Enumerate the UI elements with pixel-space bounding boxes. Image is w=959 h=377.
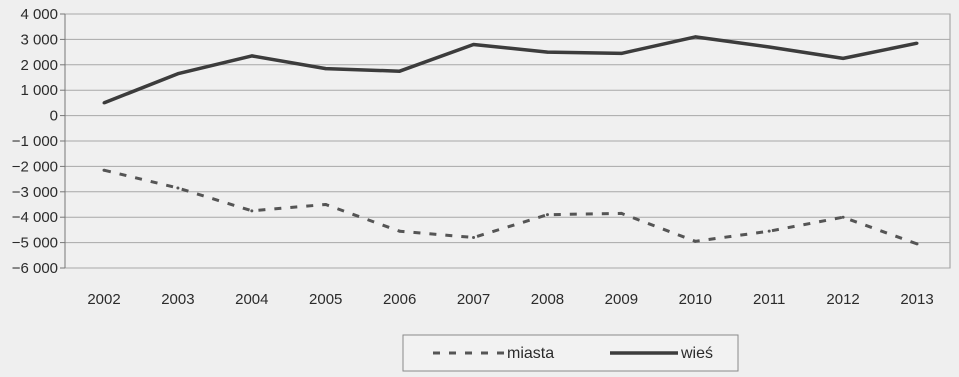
x-tick-label: 2004 (235, 291, 268, 308)
y-tick-label: 3 000 (20, 31, 58, 48)
x-tick-label: 2008 (531, 291, 564, 308)
data-point-wies (767, 45, 771, 49)
y-tick-label: −4 000 (12, 209, 58, 226)
data-point-wies (472, 42, 476, 46)
legend-label-wies: wieś (680, 345, 713, 362)
y-tick-label: 2 000 (20, 57, 58, 74)
data-point-miasta (545, 213, 549, 217)
data-point-wies (915, 41, 919, 45)
x-tick-label: 2002 (87, 291, 120, 308)
data-point-wies (841, 56, 845, 60)
data-point-miasta (176, 186, 180, 190)
data-point-wies (693, 35, 697, 39)
data-point-wies (102, 101, 106, 105)
legend-box (402, 334, 739, 372)
y-tick-labels: 4 000 3 000 2 000 1 000 0 −1 000 −2 000 −3 000 −… (12, 6, 58, 277)
y-tick-label: 0 (50, 108, 58, 125)
y-tick-label: 1 000 (20, 82, 58, 99)
data-point-wies (619, 51, 623, 55)
data-point-wies (398, 69, 402, 73)
data-point-miasta (767, 229, 771, 233)
y-tick-label: −1 000 (12, 133, 58, 150)
series-line-wies (103, 35, 918, 105)
gridlines (64, 13, 951, 269)
x-tick-labels: 2002 2003 2004 2005 2006 2007 2008 2009 2010 2011… (87, 291, 933, 308)
data-point-miasta (324, 203, 328, 206)
data-point-wies (324, 67, 328, 71)
data-point-wies (250, 54, 254, 58)
data-point-miasta (841, 215, 845, 219)
x-tick-label: 2003 (161, 291, 194, 308)
data-point-miasta (102, 168, 106, 172)
x-tick-label: 2010 (679, 291, 712, 308)
x-tick-label: 2005 (309, 291, 342, 308)
data-point-miasta (693, 239, 697, 243)
data-point-miasta (398, 229, 402, 233)
axes (60, 13, 66, 269)
data-point-wies (176, 72, 180, 76)
data-point-wies (545, 50, 549, 54)
x-tick-label: 2007 (457, 291, 490, 308)
series-lines (102, 35, 919, 246)
data-point-miasta (619, 211, 623, 215)
y-tick-label: −6 000 (12, 260, 58, 277)
data-point-miasta (915, 242, 919, 246)
legend: miasta wieś (402, 334, 739, 372)
x-tick-label: 2006 (383, 291, 416, 308)
y-tick-label: −3 000 (12, 184, 58, 201)
data-point-miasta (250, 209, 254, 213)
legend-label-miasta: miasta (507, 345, 554, 362)
x-tick-label: 2009 (605, 291, 638, 308)
x-tick-label: 2011 (753, 291, 785, 308)
series-line-miasta (103, 168, 918, 246)
x-tick-label: 2013 (900, 291, 933, 308)
x-tick-label: 2012 (826, 291, 859, 308)
y-tick-label: −5 000 (12, 235, 58, 252)
data-point-miasta (472, 236, 476, 240)
y-tick-label: 4 000 (20, 6, 58, 23)
y-tick-label: −2 000 (12, 158, 58, 175)
